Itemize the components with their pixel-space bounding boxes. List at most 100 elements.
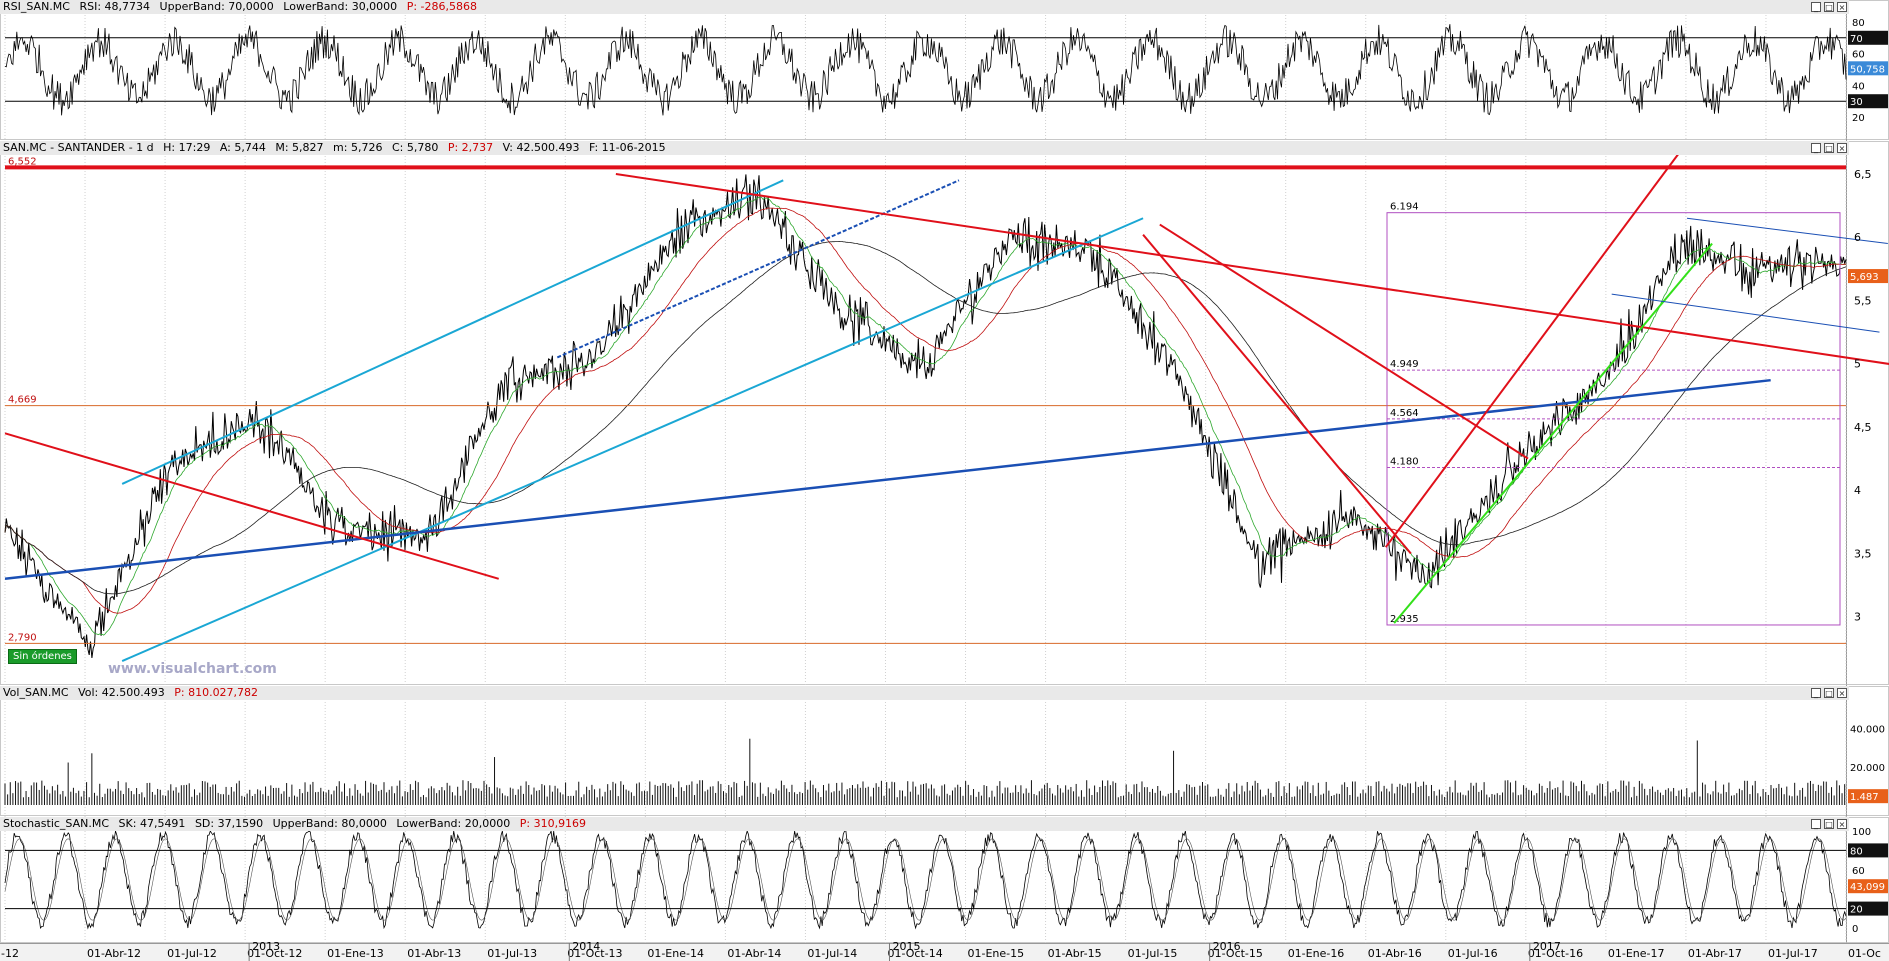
maximize-icon[interactable]: □	[1824, 2, 1834, 12]
panel-frame	[0, 817, 1889, 943]
fibonacci-level-label: 2.935	[1390, 614, 1419, 625]
x-axis-background	[0, 943, 1889, 961]
x-date-label: 01-Oct-14	[887, 947, 942, 960]
price-tick-label: 4	[1854, 484, 1861, 497]
x-date-label: 01-Oc	[1848, 947, 1881, 960]
price-tick-label: 3	[1854, 611, 1861, 624]
price-stat: V: 42.500.493	[502, 141, 580, 154]
close-icon[interactable]: ×	[1837, 688, 1847, 698]
channel-line	[1686, 217, 1888, 245]
price-header: SAN.MC - SANTANDER - 1 d H: 17:29 A: 5,7…	[0, 141, 1849, 155]
support-trend-line	[1393, 242, 1713, 624]
minimize-icon[interactable]: _	[1811, 688, 1821, 698]
moving-average-line	[4, 196, 1847, 636]
price-label: SAN.MC - SANTANDER - 1 d	[3, 141, 154, 154]
price-tick-label: 4,5	[1854, 421, 1872, 434]
price-stat: m: 5,726	[333, 141, 383, 154]
x-year-label: 2014	[572, 940, 600, 953]
panel-frame	[0, 0, 1889, 140]
trend-channel-line	[121, 217, 1144, 662]
rsi-upper-band-label-bg	[1848, 30, 1888, 45]
close-icon[interactable]: ×	[1837, 2, 1847, 12]
maximize-icon[interactable]: □	[1824, 143, 1834, 153]
fibonacci-level-label: 4.180	[1390, 456, 1419, 467]
x-date-label: 01-Ene-16	[1288, 947, 1345, 960]
x-date-label: 01-Abr-14	[727, 947, 781, 960]
x-date-label: 01-Oct-12	[247, 947, 302, 960]
rsi-stat: UpperBand: 70,0000	[159, 0, 274, 13]
x-date-label: 01-Jul-13	[487, 947, 537, 960]
x-date-label: 01-Oct-15	[1208, 947, 1263, 960]
x-date-label: 01-Ene-15	[968, 947, 1025, 960]
watermark: www.visualchart.com	[108, 661, 277, 677]
minimize-icon[interactable]: _	[1811, 2, 1821, 12]
price-tick-label: 6	[1854, 231, 1861, 244]
close-icon[interactable]: ×	[1837, 819, 1847, 829]
stochastic-lower-band-label: 20	[1850, 905, 1863, 916]
price-last-value-bg	[1848, 269, 1888, 284]
x-date-label: 01-Jul-17	[1768, 947, 1818, 960]
volume-stat: Vol: 42.500.493	[78, 686, 165, 699]
rsi-tick-label: 60	[1852, 50, 1865, 61]
minimize-icon[interactable]: _	[1811, 143, 1821, 153]
x-date-label: 01-Abr-17	[1688, 947, 1742, 960]
maximize-icon[interactable]: □	[1824, 688, 1834, 698]
close-icon[interactable]: ×	[1837, 143, 1847, 153]
stochastic-upper-band-label-bg	[1848, 843, 1888, 858]
rsi-stat: RSI: 48,7734	[79, 0, 151, 13]
rsi-tick-label: 80	[1852, 18, 1865, 29]
x-date-label: -12	[1, 947, 19, 960]
rsi-tick-label: 40	[1852, 81, 1865, 92]
x-date-label: 01-Jul-12	[167, 947, 217, 960]
x-date-label: 01-Jul-16	[1448, 947, 1498, 960]
x-year-label: 2015	[892, 940, 920, 953]
stochastic-sk-line	[4, 829, 1847, 930]
volume-panel	[4, 738, 1846, 805]
stochastic-p-value: P: 310,9169	[519, 817, 587, 830]
fibonacci-level-label: 4.949	[1390, 359, 1419, 370]
volume-header: Vol_SAN.MC Vol: 42.500.493 P: 810.027,78…	[0, 686, 1849, 700]
fibonacci-level-label: 6.194	[1390, 202, 1419, 213]
price-last-value: 5,693	[1850, 272, 1879, 283]
price-stat: H: 17:29	[163, 141, 211, 154]
x-date-label: 01-Abr-12	[87, 947, 141, 960]
x-date-label: 01-Abr-13	[407, 947, 461, 960]
stochastic-header: Stochastic_SAN.MC SK: 47,5491 SD: 37,159…	[0, 817, 1849, 831]
x-date-label: 01-Oct-16	[1528, 947, 1583, 960]
rsi-last-value: 50,758	[1850, 64, 1885, 75]
stochastic-tick-label: 0	[1852, 924, 1858, 935]
price-tick-label: 5	[1854, 358, 1861, 371]
stochastic-label: Stochastic_SAN.MC	[3, 817, 110, 830]
trend-channel-line	[556, 179, 960, 359]
rsi-upper-band-label: 70	[1850, 34, 1863, 45]
support-trend-line	[1384, 141, 1688, 548]
order-status-badge[interactable]: Sin órdenes	[8, 649, 77, 664]
minimize-icon[interactable]: _	[1811, 819, 1821, 829]
moving-average-line	[4, 207, 1846, 614]
stochastic-panel	[4, 829, 1847, 930]
rsi-header: RSI_SAN.MC RSI: 48,7734 UpperBand: 70,00…	[0, 0, 1849, 14]
stochastic-tick-label: 60	[1852, 866, 1865, 877]
rsi-stat: LowerBand: 30,0000	[283, 0, 398, 13]
price-tick-label: 3,5	[1854, 547, 1872, 560]
stochastic-last-value: 43,099	[1850, 882, 1885, 893]
rsi-line	[4, 24, 1847, 116]
x-axis: -12 01-Abr-12 01-Jul-12 01-Oct-12 01-Ene-13 0…	[0, 940, 1889, 961]
resistance-trend-line	[615, 172, 1889, 365]
rsi-last-value-bg	[1848, 61, 1888, 76]
stochastic-stat: LowerBand: 20,0000	[396, 817, 511, 830]
x-date-label: 01-Jul-15	[1128, 947, 1178, 960]
rsi-panel	[4, 24, 1847, 116]
stochastic-sd-line	[4, 838, 1847, 921]
rsi-label: RSI_SAN.MC	[3, 0, 70, 13]
x-year-label: 2013	[252, 940, 280, 953]
maximize-icon[interactable]: □	[1824, 819, 1834, 829]
horizontal-level-label: 4,669	[8, 395, 37, 406]
price-p-value: P: 2,737	[447, 141, 494, 154]
rsi-p-value: P: -286,5868	[406, 0, 477, 13]
volume-last-value-bg	[1848, 789, 1888, 804]
support-trend-line	[4, 378, 1771, 581]
rsi-lower-band-label: 30	[1850, 97, 1863, 108]
x-date-label: 01-Abr-16	[1368, 947, 1422, 960]
x-date-label: 01-Jul-14	[807, 947, 857, 960]
